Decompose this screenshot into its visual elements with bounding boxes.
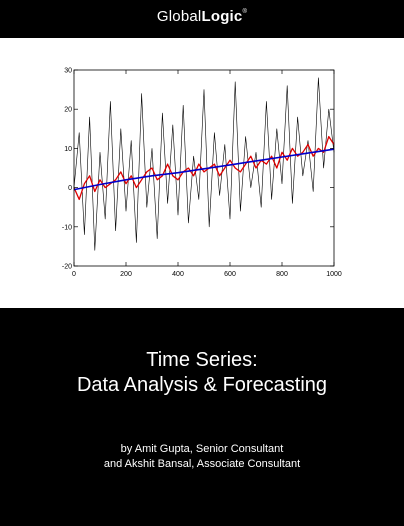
x-tick-label: 200 bbox=[120, 271, 132, 278]
y-tick-label: 0 bbox=[68, 185, 72, 192]
y-tick-label: -20 bbox=[62, 264, 72, 271]
author-byline: by Amit Gupta, Senior Consultant and Aks… bbox=[0, 442, 404, 472]
time-series-figure: 0 200 400 600 800 1000 -20 -10 0 10 20 30 bbox=[0, 38, 404, 308]
raw-series-line bbox=[73, 77, 335, 251]
logo-word-light: Global bbox=[156, 8, 202, 25]
y-tick-label: -10 bbox=[62, 224, 72, 231]
time-series-chart: 0 200 400 600 800 1000 -20 -10 0 10 20 30 bbox=[62, 68, 342, 279]
author-line-2: and Akshit Bansal, Associate Consultant bbox=[103, 458, 301, 470]
title-line-2: Data Analysis & Forecasting bbox=[76, 374, 328, 396]
globallogic-logo: GlobalLogic® bbox=[0, 8, 404, 25]
plot-frame bbox=[73, 69, 335, 267]
x-tick-label: 600 bbox=[224, 271, 236, 278]
title-line-1: Time Series: bbox=[146, 349, 258, 371]
registered-mark: ® bbox=[242, 9, 248, 15]
smoothed-series-line bbox=[73, 135, 335, 201]
y-tick-label: 20 bbox=[64, 107, 72, 114]
x-tick-label: 400 bbox=[172, 271, 184, 278]
cover-footer: Time Series: Data Analysis & Forecasting… bbox=[0, 308, 404, 526]
x-tick-label: 1000 bbox=[326, 271, 342, 278]
trend-series-line bbox=[73, 148, 335, 191]
x-tick-label: 0 bbox=[72, 271, 76, 278]
x-tick-label: 800 bbox=[276, 271, 288, 278]
y-tick-label: 10 bbox=[64, 146, 72, 153]
document-title: Time Series: Data Analysis & Forecasting bbox=[0, 348, 404, 398]
header-bar: GlobalLogic® bbox=[0, 0, 404, 38]
author-line-1: by Amit Gupta, Senior Consultant bbox=[120, 443, 284, 455]
logo-word-bold: Logic bbox=[201, 8, 243, 25]
y-tick-label: 30 bbox=[64, 68, 72, 75]
